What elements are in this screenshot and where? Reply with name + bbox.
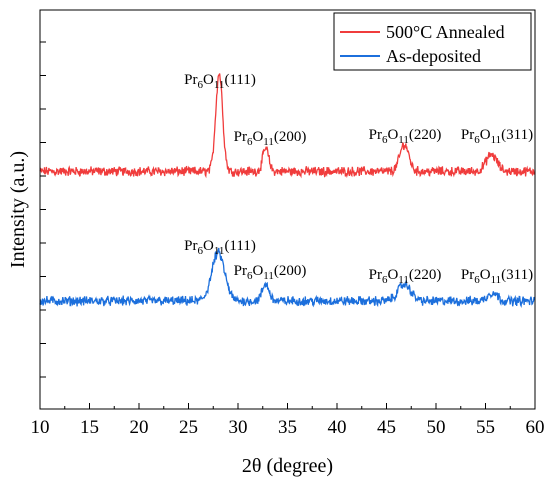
plot-area: Pr6O11(111) Pr6O11(200) Pr6O11(220) Pr6O11(…	[31, 9, 545, 438]
x-tick-label: 55	[476, 417, 495, 438]
series-line-1	[39, 247, 536, 309]
x-axis-title: 2θ (degree)	[242, 455, 333, 477]
x-tick-label: 35	[278, 417, 297, 438]
x-tick-label: 10	[31, 417, 50, 438]
x-tick-label: 30	[229, 417, 248, 438]
x-tick-label: 40	[328, 417, 347, 438]
peak-label-200: Pr6O11(200)	[234, 263, 307, 282]
peak-label-111: Pr6O11(111)	[184, 72, 256, 91]
peak-label-220: Pr6O11(220)	[369, 127, 442, 146]
x-tick-label: 20	[130, 417, 149, 438]
x-tick-label: 15	[80, 417, 99, 438]
y-axis-title: Intensity (a.u.)	[7, 151, 29, 268]
series-layer	[39, 73, 536, 309]
legend-box	[333, 12, 532, 71]
peak-label-220: Pr6O11(220)	[369, 267, 442, 286]
axis-ticks: 10 15 20 25 30 35 40 45 50 55 60	[31, 41, 545, 438]
legend-label-as-deposited: As-deposited	[386, 46, 481, 66]
legend: 500°C Annealed As-deposited	[333, 12, 532, 71]
legend-label-annealed: 500°C Annealed	[386, 22, 505, 42]
x-tick-label: 25	[179, 417, 198, 438]
peak-label-311: Pr6O11(311)	[461, 267, 533, 286]
x-tick-label: 45	[377, 417, 396, 438]
peak-label-200: Pr6O11(200)	[234, 129, 307, 148]
x-tick-label: 60	[526, 417, 545, 438]
series-line-0	[39, 73, 536, 179]
x-tick-label: 50	[427, 417, 446, 438]
peak-annotations: Pr6O11(111) Pr6O11(200) Pr6O11(220) Pr6O11(…	[184, 72, 533, 286]
peak-label-111: Pr6O11(111)	[184, 238, 256, 257]
peak-label-311: Pr6O11(311)	[461, 127, 533, 146]
